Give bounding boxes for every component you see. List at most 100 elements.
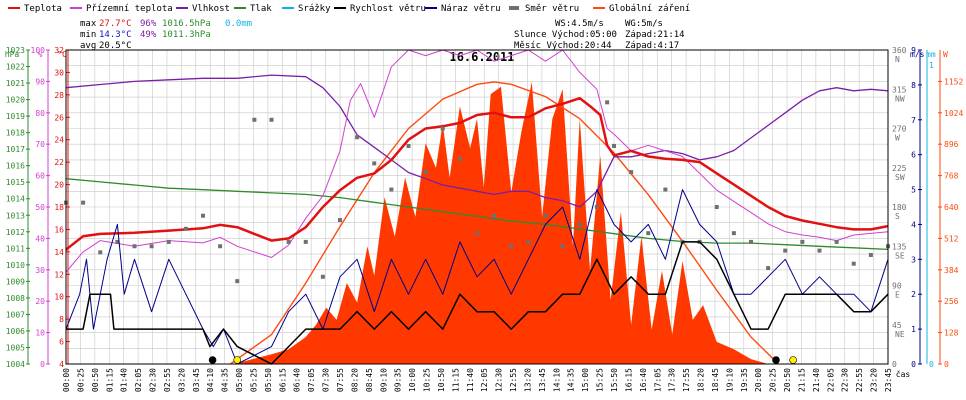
- wind-dir-point: [166, 239, 171, 244]
- radiation-area-layer: [233, 81, 769, 364]
- x-tick-label: 07:05: [307, 368, 316, 392]
- info-moon-set: Západ:4:17: [625, 41, 679, 51]
- ms-tick-label: 4: [911, 220, 916, 229]
- hpa-tick-label: 1018: [6, 129, 25, 138]
- dir-tick-label: 90: [892, 282, 902, 291]
- x-tick-label: 17:30: [668, 368, 677, 392]
- hpa-tick-label: 1015: [6, 178, 25, 187]
- x-tick-label: 07:55: [336, 368, 345, 392]
- wind-dir-point: [766, 266, 771, 271]
- ms-tick-label: 1: [911, 325, 916, 334]
- ms-tick-label: 6: [911, 151, 916, 160]
- dir-tick-label: 315: [892, 85, 907, 94]
- legend-swatch-7: [509, 6, 519, 10]
- hpa-tick-label: 1007: [6, 310, 25, 319]
- wind-dir-point: [389, 187, 394, 192]
- x-tick-label: 08:45: [365, 368, 374, 392]
- pct-tick-label: 40: [35, 234, 45, 243]
- wind-dir-point: [605, 100, 610, 105]
- x-tick-label: 05:00: [235, 368, 244, 392]
- x-tick-label: 20:50: [783, 368, 792, 392]
- wind-dir-point: [834, 239, 839, 244]
- wm-tick-label: 512: [944, 234, 959, 243]
- wind-dir-point: [629, 170, 634, 175]
- degc-tick-label: 22: [54, 158, 64, 167]
- x-tick-label: 17:55: [682, 368, 691, 392]
- dir-tick-name: NE: [895, 330, 905, 339]
- stats-min-temp: 14.3°C: [99, 30, 132, 40]
- degc-tick-label: 8: [59, 315, 64, 324]
- stats-min-press: 1011.3hPa: [162, 30, 211, 40]
- degc-tick-label: 32: [54, 46, 64, 55]
- x-tick-label: 21:40: [812, 368, 821, 392]
- x-tick-label: 16:40: [639, 368, 648, 392]
- ms-tick-label: 7: [911, 116, 916, 125]
- ms-tick-label: 2: [911, 290, 916, 299]
- hpa-tick-label: 1019: [6, 112, 25, 121]
- degc-tick-label: 16: [54, 225, 64, 234]
- wind-dir-point: [355, 135, 360, 140]
- hpa-axis-title: hPa: [5, 50, 20, 59]
- x-tick-label: 00:25: [76, 368, 85, 392]
- series-line-p-zemn-teplota: [65, 49, 889, 273]
- x-tick-label: 22:55: [855, 368, 864, 392]
- wind-dir-point: [543, 213, 548, 218]
- x-tick-label: 16:15: [624, 368, 633, 392]
- x-tick-label: 11:40: [466, 368, 475, 392]
- x-tick-label: 10:50: [437, 368, 446, 392]
- x-tick-label: 18:20: [697, 368, 706, 392]
- dir-tick-label: 135: [892, 242, 907, 251]
- stats-max-label: max: [80, 19, 97, 29]
- wind-dir-point: [783, 248, 788, 253]
- stats-max-press: 1016.5hPa: [162, 19, 211, 29]
- wind-dir-point: [269, 117, 274, 122]
- x-tick-label: 22:05: [826, 368, 835, 392]
- legend-label-1: Přízemní teplota: [86, 4, 173, 14]
- x-axis-title: čas: [896, 369, 911, 379]
- x-tick-label: 09:10: [379, 368, 388, 392]
- wind-dir-point: [252, 117, 257, 122]
- wind-dir-point: [440, 126, 445, 131]
- dir-tick-label: 270: [892, 125, 907, 134]
- x-tick-label: 13:45: [538, 368, 547, 392]
- series-line-rychlost-v-tru: [66, 241, 889, 365]
- stats-max-temp: 27.7°C: [99, 19, 132, 29]
- ms-tick-label: 3: [911, 255, 916, 264]
- hpa-tick-label: 1021: [6, 79, 25, 88]
- wind-dir-point: [509, 244, 514, 249]
- stats-max-hum: 96%: [140, 19, 157, 29]
- wind-dir-point: [492, 213, 497, 218]
- pct-axis-title: %: [38, 50, 43, 59]
- x-tick-label: 07:30: [322, 368, 331, 392]
- stats-max-rain: 0.0mm: [225, 19, 252, 29]
- info-ws: WS:4.5m/s: [555, 19, 604, 29]
- hpa-tick-label: 1011: [6, 244, 25, 253]
- x-tick-label: 15:00: [581, 368, 590, 392]
- legend-label-7: Směr větru: [525, 4, 579, 14]
- degc-tick-label: 10: [54, 293, 64, 302]
- dir-tick-name: SE: [895, 251, 905, 260]
- ms-tick-label: 8: [911, 81, 916, 90]
- wind-dir-point: [338, 218, 342, 223]
- pct-tick-label: 50: [35, 203, 45, 212]
- degc-tick-label: 28: [54, 91, 64, 100]
- info-block: WS:4.5m/s WG:5m/s Slunce Východ:05:00 Zá…: [514, 19, 685, 51]
- wm-tick-label: 1152: [944, 77, 963, 86]
- ms-tick-label: 9: [911, 46, 916, 55]
- pct-tick-label: 30: [35, 266, 45, 275]
- x-tick-label: 15:25: [596, 368, 605, 392]
- wind-dir-point: [320, 274, 325, 279]
- wm-tick-label: 640: [944, 203, 959, 212]
- degc-tick-label: 24: [54, 136, 64, 145]
- wm-tick-label: 768: [944, 172, 959, 181]
- wind-dir-point: [235, 279, 240, 284]
- wind-dir-point: [423, 170, 428, 175]
- x-tick-label: 01:15: [105, 368, 114, 392]
- pct-tick-label: 70: [35, 140, 45, 149]
- x-tick-label: 19:35: [740, 368, 749, 392]
- wind-dir-point: [851, 261, 856, 266]
- wind-dir-point: [800, 239, 805, 244]
- wm-tick-label: 384: [944, 266, 959, 275]
- hpa-tick-label: 1022: [6, 63, 25, 72]
- degc-tick-label: 4: [59, 360, 64, 369]
